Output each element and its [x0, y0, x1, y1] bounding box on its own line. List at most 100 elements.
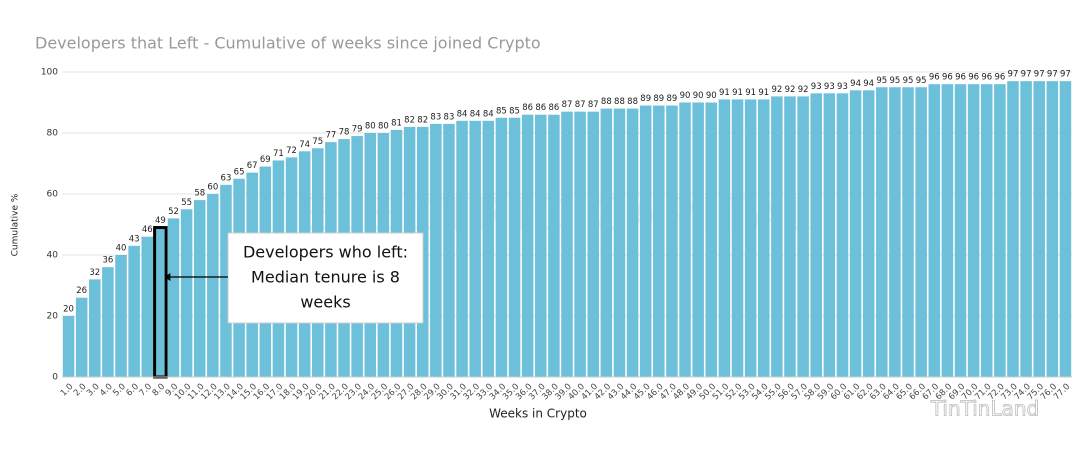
- bar: [62, 316, 75, 377]
- y-axis-label: Cumulative %: [11, 193, 21, 256]
- value-label: 97: [1021, 70, 1032, 80]
- bar: [430, 123, 442, 377]
- bar: [941, 84, 954, 377]
- y-tick-label: 80: [47, 129, 59, 139]
- annotation-text: Median tenure is 8: [251, 268, 400, 287]
- bar: [679, 102, 691, 377]
- bar: [744, 99, 757, 377]
- value-label: 90: [706, 91, 717, 101]
- value-label: 63: [221, 173, 232, 183]
- value-label: 88: [627, 97, 638, 107]
- bar: [220, 184, 232, 377]
- value-label: 95: [890, 76, 901, 86]
- value-label: 88: [601, 97, 612, 107]
- value-label: 96: [942, 73, 953, 83]
- bar: [180, 209, 193, 377]
- bar: [639, 105, 652, 378]
- bar: [207, 194, 219, 377]
- value-label: 80: [365, 122, 376, 132]
- value-label: 84: [470, 109, 481, 119]
- value-label: 92: [798, 85, 809, 95]
- x-axis-label: Weeks in Crypto: [489, 407, 587, 421]
- value-label: 83: [444, 112, 455, 122]
- value-label: 78: [339, 128, 350, 138]
- bar: [587, 111, 600, 378]
- value-label: 80: [378, 122, 389, 132]
- arrow-head: [164, 273, 171, 281]
- bar: [666, 105, 678, 378]
- value-label: 91: [745, 88, 756, 98]
- bar: [574, 111, 586, 378]
- chart-title: Developers that Left - Cumulative of wee…: [35, 34, 541, 53]
- bar: [600, 108, 613, 377]
- value-label: 81: [391, 118, 402, 128]
- value-label: 79: [352, 125, 363, 135]
- value-label: 91: [719, 88, 730, 98]
- value-label: 86: [522, 103, 533, 113]
- value-label: 97: [1008, 70, 1019, 80]
- bar: [613, 108, 626, 377]
- value-label: 52: [168, 207, 179, 217]
- value-label: 77: [325, 131, 336, 141]
- bar: [626, 108, 639, 377]
- bar: [876, 87, 888, 377]
- bar: [128, 245, 140, 377]
- value-label: 87: [588, 100, 599, 110]
- watermark: TinTinLand: [930, 397, 1039, 421]
- value-label: 86: [548, 103, 559, 113]
- bar: [823, 93, 836, 377]
- value-label: 67: [247, 161, 258, 171]
- bar: [967, 84, 980, 377]
- bar: [495, 117, 508, 377]
- value-label: 84: [483, 109, 494, 119]
- bar: [1007, 81, 1019, 378]
- value-label: 96: [981, 73, 992, 83]
- value-label: 95: [916, 76, 927, 86]
- value-label: 87: [562, 100, 573, 110]
- value-label: 94: [863, 79, 874, 89]
- bar: [193, 200, 206, 377]
- value-label: 96: [968, 73, 979, 83]
- value-label: 89: [667, 94, 678, 104]
- bar: [653, 105, 665, 378]
- bar: [521, 114, 534, 377]
- value-label: 71: [273, 149, 284, 159]
- y-tick-label: 60: [47, 190, 59, 200]
- value-label: 96: [929, 73, 940, 83]
- bar: [797, 96, 809, 378]
- bar: [1020, 81, 1032, 378]
- value-label: 92: [785, 85, 796, 95]
- value-label: 87: [575, 100, 586, 110]
- value-label: 85: [509, 106, 520, 116]
- bar: [915, 87, 927, 377]
- value-label: 91: [732, 88, 743, 98]
- bar: [692, 102, 704, 377]
- value-label: 82: [404, 115, 415, 125]
- bar: [836, 93, 849, 377]
- bar: [89, 279, 101, 377]
- bar: [1033, 81, 1045, 378]
- value-label: 83: [430, 112, 441, 122]
- value-label: 49: [155, 216, 166, 226]
- value-label: 93: [824, 82, 835, 92]
- y-tick-label: 40: [47, 251, 59, 261]
- value-label: 60: [207, 183, 218, 193]
- value-label: 69: [260, 155, 271, 165]
- bar: [1046, 81, 1059, 378]
- value-label: 95: [903, 76, 914, 86]
- value-label: 32: [89, 268, 100, 278]
- bar: [141, 236, 154, 377]
- bar: [994, 84, 1006, 377]
- bar: [954, 84, 967, 377]
- bar: [167, 218, 180, 377]
- value-label: 97: [1034, 70, 1045, 80]
- value-label: 91: [758, 88, 769, 98]
- bar: [75, 297, 88, 377]
- bar: [508, 117, 521, 377]
- value-label: 89: [653, 94, 664, 104]
- value-label: 86: [535, 103, 546, 113]
- value-label: 36: [102, 256, 113, 266]
- bar: [810, 93, 822, 377]
- bar: [757, 99, 770, 377]
